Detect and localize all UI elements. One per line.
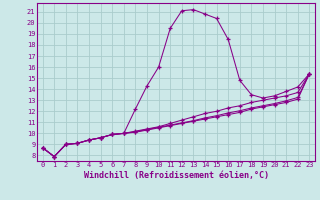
X-axis label: Windchill (Refroidissement éolien,°C): Windchill (Refroidissement éolien,°C): [84, 171, 268, 180]
